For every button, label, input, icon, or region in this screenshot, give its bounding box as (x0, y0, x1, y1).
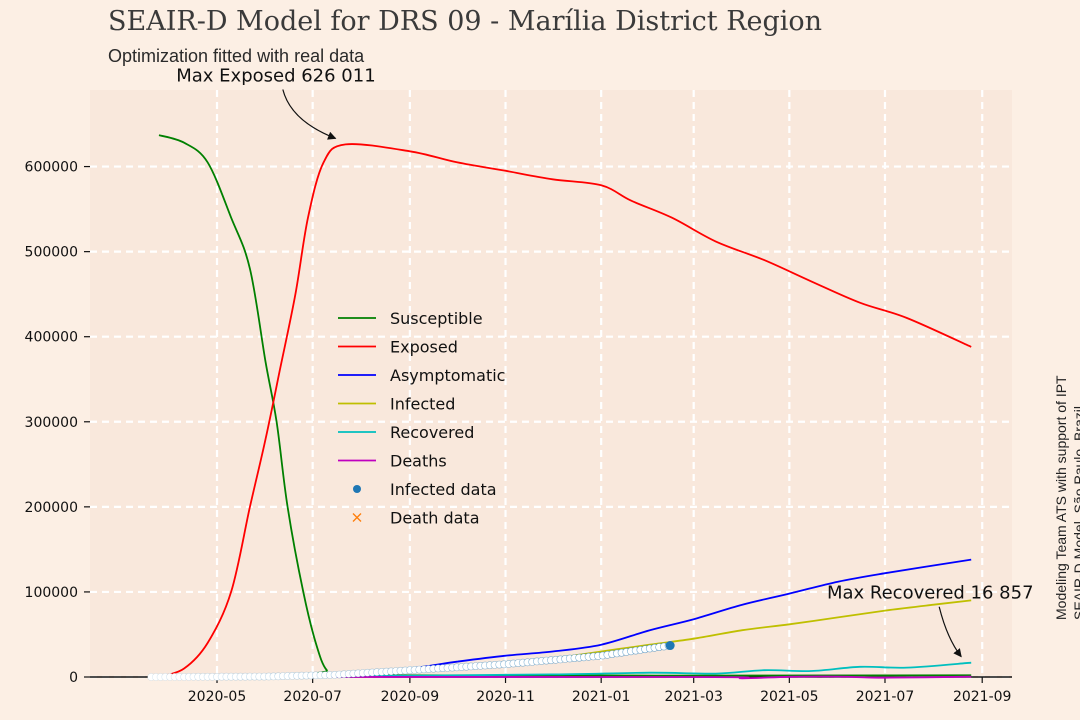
x-tick-label: 2021-03 (664, 689, 723, 705)
y-tick-label: 200000 (25, 500, 78, 516)
y-tick-label: 500000 (25, 245, 78, 261)
legend-item-infected-data: Infected data (353, 480, 497, 499)
axes: 2020-05 2020-07 2020-09 2020-11 2021-01 2021-… (25, 160, 1012, 705)
legend-label: Infected data (390, 480, 497, 499)
annotation-label: Max Recovered 16 857 (827, 583, 1034, 604)
legend-label: Exposed (390, 338, 458, 357)
legend-item-recovered: Recovered (338, 423, 474, 442)
y-tick-label: 0 (69, 670, 78, 686)
legend-label: Infected (390, 395, 455, 414)
y-tick-label: 300000 (25, 415, 78, 431)
legend-item-susceptible: Susceptible (338, 309, 483, 328)
legend-item-exposed: Exposed (338, 338, 458, 357)
y-tick-label: 400000 (25, 330, 78, 346)
legend-label: Death data (390, 509, 480, 528)
data-point (665, 641, 675, 651)
annotation-arrow (938, 606, 962, 658)
x-tick-label: 2021-01 (572, 689, 631, 705)
y-tick-label: 100000 (25, 585, 78, 601)
legend-item-asymptomatic: Asymptomatic (338, 366, 505, 385)
x-tick-label: 2021-05 (760, 689, 819, 705)
series-exposed (158, 143, 972, 678)
x-tick-label: 2020-07 (283, 689, 342, 705)
x-tick-label: 2020-05 (188, 689, 247, 705)
x-tick-label: 2020-09 (381, 689, 440, 705)
chart-subtitle: Optimization fitted with real data (108, 46, 365, 66)
series-deaths (158, 675, 972, 680)
legend-item-death-data: Death data (352, 509, 480, 528)
y-tick-label: 600000 (25, 160, 78, 176)
legend-label: Asymptomatic (390, 366, 505, 385)
annotation-arrow (282, 89, 337, 140)
plot-area (90, 90, 1012, 677)
legend-item-infected: Infected (338, 395, 455, 414)
legend: Susceptible Exposed Asymptomatic Infected Re… (338, 309, 505, 528)
x-tick-label: 2021-09 (953, 689, 1012, 705)
x-tick-label: 2020-11 (476, 689, 535, 705)
legend-item-deaths: Deaths (338, 452, 447, 471)
chart-title: SEAIR-D Model for DRS 09 - Marília Distr… (108, 6, 823, 37)
annotations: Max Exposed 626 011 Max Recovered 16 857 (176, 65, 1034, 658)
series-group (147, 134, 972, 681)
legend-label: Recovered (390, 423, 474, 442)
legend-label: Susceptible (390, 309, 483, 328)
legend-label: Deaths (390, 452, 447, 471)
x-tick-label: 2021-07 (856, 689, 915, 705)
scatter-infected-data (147, 641, 675, 681)
legend-swatch (352, 513, 362, 522)
legend-swatch (353, 485, 361, 493)
annotation-label: Max Exposed 626 011 (176, 65, 375, 86)
